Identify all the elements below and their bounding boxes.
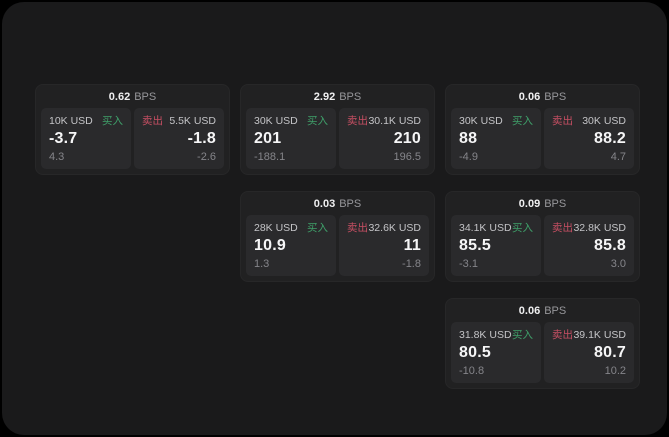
bps-value: 0.03 <box>313 198 336 210</box>
bps-unit: BPS <box>544 91 567 103</box>
buy-main-value: 85.5 <box>459 237 491 254</box>
sell-main-value: 80.7 <box>594 344 626 361</box>
sell-label: 卖出 <box>142 115 163 127</box>
sell-sub-value: 10.2 <box>604 365 626 377</box>
bps-header: 0.06 BPS <box>451 303 634 320</box>
buy-sub-value: -10.8 <box>459 365 485 377</box>
sell-panel[interactable]: 卖出 5.5K USD -1.8 -2.6 <box>134 108 224 169</box>
buy-label: 买入 <box>102 115 123 127</box>
bps-header: 0.62 BPS <box>41 89 224 106</box>
sell-label: 卖出 <box>552 329 573 341</box>
bps-unit: BPS <box>544 198 567 210</box>
buy-panel[interactable]: 30K USD 买入 201 -188.1 <box>246 108 336 169</box>
sell-sub-value: 4.7 <box>610 151 626 163</box>
buy-panel[interactable]: 30K USD 买入 88 -4.9 <box>451 108 541 169</box>
sell-label: 卖出 <box>552 222 573 234</box>
bps-header: 0.06 BPS <box>451 89 634 106</box>
buy-label: 买入 <box>512 329 533 341</box>
sell-amount: 5.5K USD <box>169 115 216 127</box>
quote-card[interactable]: 0.62 BPS 10K USD 买入 -3.7 4.3 卖出 <box>35 84 230 175</box>
quote-card[interactable]: 2.92 BPS 30K USD 买入 201 -188.1 卖出 <box>240 84 435 175</box>
bps-value: 0.62 <box>108 91 131 103</box>
sell-sub-value: 3.0 <box>610 258 626 270</box>
sell-panel[interactable]: 卖出 39.1K USD 80.7 10.2 <box>544 322 634 383</box>
buy-sub-value: -188.1 <box>254 151 286 163</box>
sell-amount: 39.1K USD <box>573 329 626 341</box>
buy-label: 买入 <box>512 115 533 127</box>
bps-unit: BPS <box>544 305 567 317</box>
sell-main-value: 85.8 <box>594 237 626 254</box>
bps-unit: BPS <box>339 91 362 103</box>
buy-label: 买入 <box>307 222 328 234</box>
buy-sub-value: 1.3 <box>254 258 270 270</box>
buy-main-value: 80.5 <box>459 344 491 361</box>
sell-label: 卖出 <box>552 115 573 127</box>
buy-panel[interactable]: 31.8K USD 买入 80.5 -10.8 <box>451 322 541 383</box>
sell-panel[interactable]: 卖出 32.8K USD 85.8 3.0 <box>544 215 634 276</box>
buy-amount: 28K USD <box>254 222 298 234</box>
sell-sub-value: -1.8 <box>402 258 421 270</box>
sell-label: 卖出 <box>347 222 368 234</box>
buy-sub-value: -3.1 <box>459 258 478 270</box>
sell-amount: 32.6K USD <box>368 222 421 234</box>
sell-amount: 32.8K USD <box>573 222 626 234</box>
sell-sub-value: 196.5 <box>393 151 421 163</box>
buy-amount: 34.1K USD <box>459 222 512 234</box>
quote-card[interactable]: 0.06 BPS 30K USD 买入 88 -4.9 卖出 <box>445 84 640 175</box>
sell-sub-value: -2.6 <box>197 151 216 163</box>
buy-sub-value: -4.9 <box>459 151 478 163</box>
quote-column-1: 0.62 BPS 10K USD 买入 -3.7 4.3 卖出 <box>35 84 230 175</box>
bps-value: 0.09 <box>518 198 541 210</box>
sell-main-value: 88.2 <box>594 130 626 147</box>
buy-amount: 30K USD <box>254 115 298 127</box>
sell-panel[interactable]: 卖出 32.6K USD 11 -1.8 <box>339 215 429 276</box>
sell-main-value: -1.8 <box>187 130 216 147</box>
sell-amount: 30K USD <box>582 115 626 127</box>
bps-value: 0.06 <box>518 305 541 317</box>
sell-main-value: 11 <box>403 237 421 254</box>
buy-main-value: 88 <box>459 130 478 147</box>
sell-amount: 30.1K USD <box>368 115 421 127</box>
bps-value: 0.06 <box>518 91 541 103</box>
bps-value: 2.92 <box>313 91 336 103</box>
bps-unit: BPS <box>134 91 157 103</box>
bps-header: 0.03 BPS <box>246 196 429 213</box>
buy-panel[interactable]: 34.1K USD 买入 85.5 -3.1 <box>451 215 541 276</box>
quote-card[interactable]: 0.06 BPS 31.8K USD 买入 80.5 -10.8 卖 <box>445 298 640 389</box>
quote-column-3: 0.06 BPS 30K USD 买入 88 -4.9 卖出 <box>445 84 640 389</box>
sell-panel[interactable]: 卖出 30.1K USD 210 196.5 <box>339 108 429 169</box>
bps-header: 2.92 BPS <box>246 89 429 106</box>
quote-column-2: 2.92 BPS 30K USD 买入 201 -188.1 卖出 <box>240 84 435 282</box>
quote-card[interactable]: 0.03 BPS 28K USD 买入 10.9 1.3 卖出 <box>240 191 435 282</box>
buy-main-value: -3.7 <box>49 130 78 147</box>
buy-label: 买入 <box>512 222 533 234</box>
bps-unit: BPS <box>339 198 362 210</box>
sell-panel[interactable]: 卖出 30K USD 88.2 4.7 <box>544 108 634 169</box>
buy-panel[interactable]: 28K USD 买入 10.9 1.3 <box>246 215 336 276</box>
buy-label: 买入 <box>307 115 328 127</box>
buy-panel[interactable]: 10K USD 买入 -3.7 4.3 <box>41 108 131 169</box>
quote-card[interactable]: 0.09 BPS 34.1K USD 买入 85.5 -3.1 卖出 <box>445 191 640 282</box>
sell-main-value: 210 <box>393 130 421 147</box>
buy-main-value: 10.9 <box>254 237 286 254</box>
quote-grid: 0.62 BPS 10K USD 买入 -3.7 4.3 卖出 <box>35 84 640 389</box>
bps-header: 0.09 BPS <box>451 196 634 213</box>
sell-label: 卖出 <box>347 115 368 127</box>
buy-main-value: 201 <box>254 130 282 147</box>
buy-amount: 31.8K USD <box>459 329 512 341</box>
buy-sub-value: 4.3 <box>49 151 65 163</box>
buy-amount: 10K USD <box>49 115 93 127</box>
buy-amount: 30K USD <box>459 115 503 127</box>
